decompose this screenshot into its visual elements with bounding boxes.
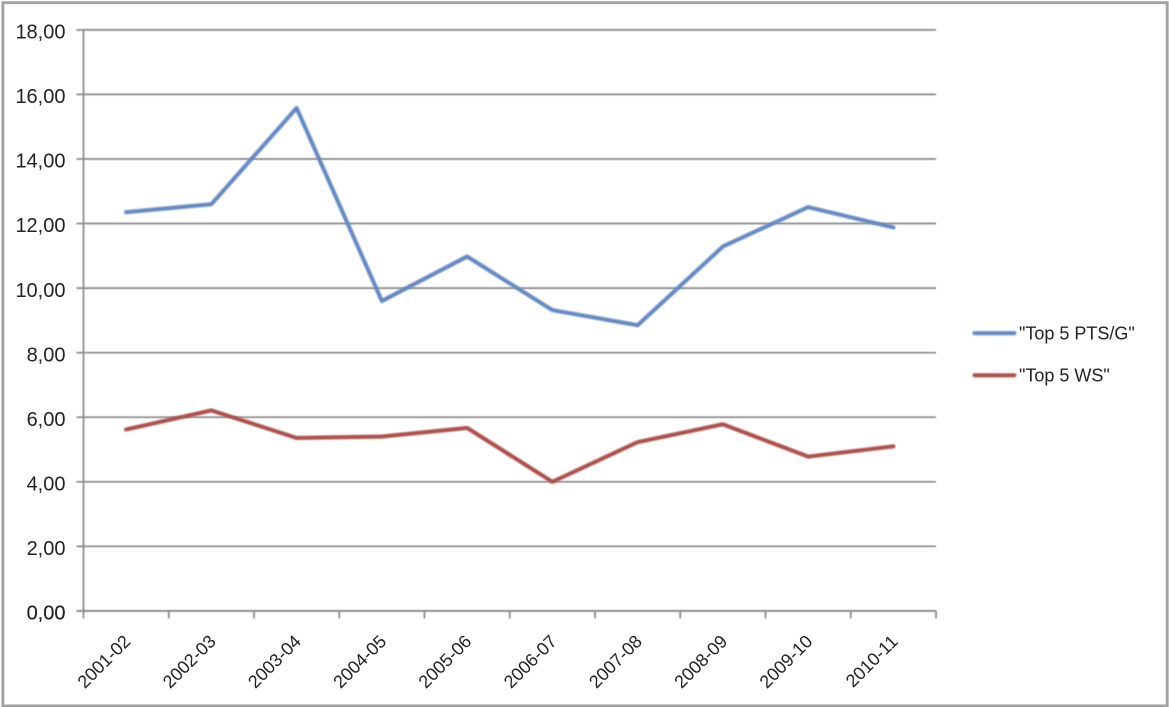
svg-text:14,00: 14,00 <box>15 151 65 173</box>
svg-text:2005-06: 2005-06 <box>415 631 476 692</box>
svg-text:12,00: 12,00 <box>15 215 65 237</box>
svg-text:2004-05: 2004-05 <box>329 631 390 692</box>
svg-text:"Top 5 WS": "Top 5 WS" <box>1019 366 1110 386</box>
svg-text:2007-08: 2007-08 <box>585 631 646 692</box>
svg-text:10,00: 10,00 <box>15 280 65 302</box>
svg-text:2009-10: 2009-10 <box>756 631 817 692</box>
svg-text:18,00: 18,00 <box>15 22 65 44</box>
svg-text:2003-04: 2003-04 <box>244 631 305 692</box>
svg-text:16,00: 16,00 <box>15 86 65 108</box>
svg-text:4,00: 4,00 <box>27 474 66 496</box>
svg-text:2010-11: 2010-11 <box>842 631 902 691</box>
svg-text:"Top 5 PTS/G": "Top 5 PTS/G" <box>1019 324 1135 344</box>
svg-text:2001-02: 2001-02 <box>74 631 135 692</box>
svg-text:0,00: 0,00 <box>27 603 66 625</box>
svg-text:2,00: 2,00 <box>27 538 66 560</box>
svg-text:2008-09: 2008-09 <box>670 631 731 692</box>
svg-text:0,00: 0,00 <box>27 603 66 625</box>
svg-text:6,00: 6,00 <box>27 409 66 431</box>
svg-text:2006-07: 2006-07 <box>500 631 561 692</box>
svg-text:8,00: 8,00 <box>27 344 66 366</box>
svg-text:2002-03: 2002-03 <box>159 631 220 692</box>
